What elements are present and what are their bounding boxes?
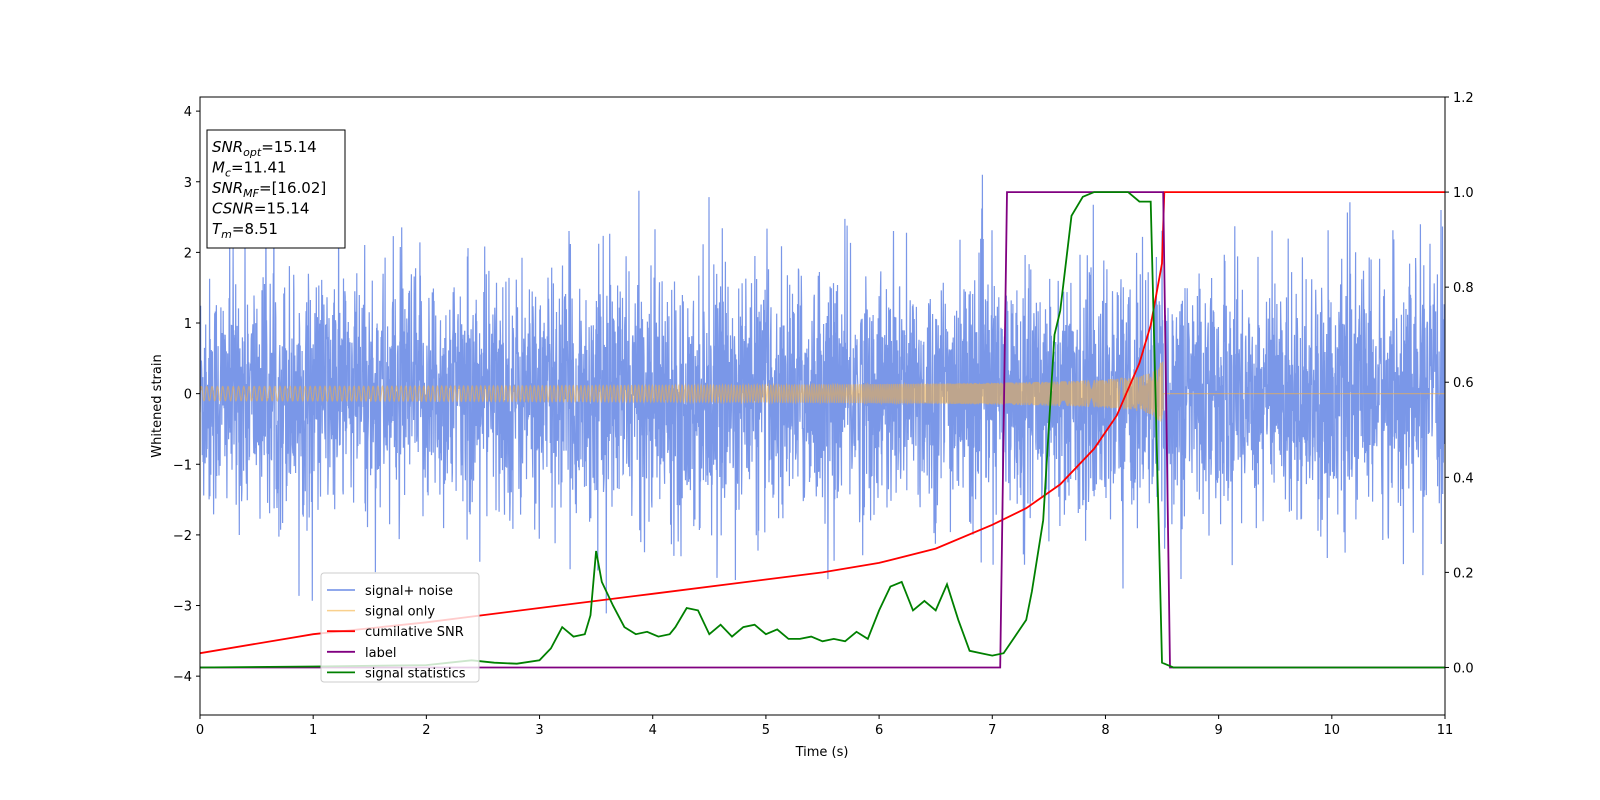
info-box-lines: SNRopt=15.14Mc=11.41SNRMF=[16.02]CSNR=15…	[212, 138, 326, 241]
legend-frame	[320, 572, 480, 683]
series-signal-only	[200, 361, 1445, 422]
legend-label: cumilative SNR	[365, 625, 464, 640]
y-tick-label-right: 0.0	[1453, 661, 1474, 676]
y-tick-label-left: 4	[184, 105, 192, 120]
legend-label: label	[365, 646, 396, 661]
legend-items: signal+ noise signal only cumilative SNR la…	[327, 584, 466, 681]
info-box-line: Tm=8.51	[212, 220, 278, 241]
y-tick-label-left: −4	[173, 670, 192, 685]
y-tick-label-left: 1	[184, 317, 192, 332]
right-axis-series-layer	[200, 191, 1445, 669]
y-tick-label-left: −2	[173, 529, 192, 544]
y-tick-label-left: 2	[184, 246, 192, 261]
info-box-line: SNRopt=15.14	[212, 138, 317, 159]
y-tick-label-right: 0.6	[1453, 376, 1474, 391]
x-tick-label: 10	[1324, 723, 1341, 738]
legend-label: signal only	[365, 605, 435, 620]
y-tick-label-right: 0.8	[1453, 281, 1474, 296]
info-box-frame	[206, 129, 346, 249]
y-tick-label-left: 0	[184, 388, 192, 403]
plot-frame	[199, 96, 1446, 716]
y-tick-label-left: −1	[173, 458, 192, 473]
y-tick-label-right: 0.2	[1453, 566, 1474, 581]
series-cumilative-snr	[200, 191, 1445, 655]
y-axis-label-left: Whitened strain	[150, 354, 165, 457]
x-axis-label: Time (s)	[795, 745, 849, 760]
legend-label: signal statistics	[365, 666, 466, 681]
y-tick-label-left: −3	[173, 600, 192, 615]
axes-layer: 0 1 2 3 4 5 6 7 8 9 10 11 −4 −3 −2 −1 0 1 2 3 4 0.0 0.2 0.4 0.6 0…	[173, 91, 1474, 738]
x-tick-label: 7	[988, 723, 996, 738]
x-tick-label: 1	[309, 723, 317, 738]
info-box: SNRopt=15.14Mc=11.41SNRMF=[16.02]CSNR=15…	[206, 129, 346, 249]
y-tick-label-right: 0.4	[1453, 471, 1474, 486]
y-tick-label-left: 3	[184, 176, 192, 191]
x-tick-label: 11	[1437, 723, 1454, 738]
info-box-line: CSNR=15.14	[212, 200, 309, 218]
y-tick-label-right: 1.2	[1453, 91, 1474, 106]
noise-series-layer	[200, 162, 1445, 614]
x-tick-label: 2	[422, 723, 430, 738]
series-signal-statistics	[200, 191, 1445, 669]
x-tick-label: 5	[762, 723, 770, 738]
info-box-line: SNRMF=[16.02]	[212, 179, 326, 200]
signal-series-layer	[200, 361, 1445, 422]
info-box-line: Mc=11.41	[212, 159, 287, 180]
x-tick-label: 6	[875, 723, 883, 738]
x-tick-label: 4	[649, 723, 657, 738]
y-tick-label-right: 1.0	[1453, 186, 1474, 201]
x-tick-label: 9	[1214, 723, 1222, 738]
x-tick-label: 3	[535, 723, 543, 738]
x-tick-label: 8	[1101, 723, 1109, 738]
series-signal-noise	[200, 162, 1445, 614]
x-tick-label: 0	[196, 723, 204, 738]
legend-label: signal+ noise	[365, 584, 453, 599]
legend: signal+ noise signal only cumilative SNR la…	[320, 572, 480, 683]
